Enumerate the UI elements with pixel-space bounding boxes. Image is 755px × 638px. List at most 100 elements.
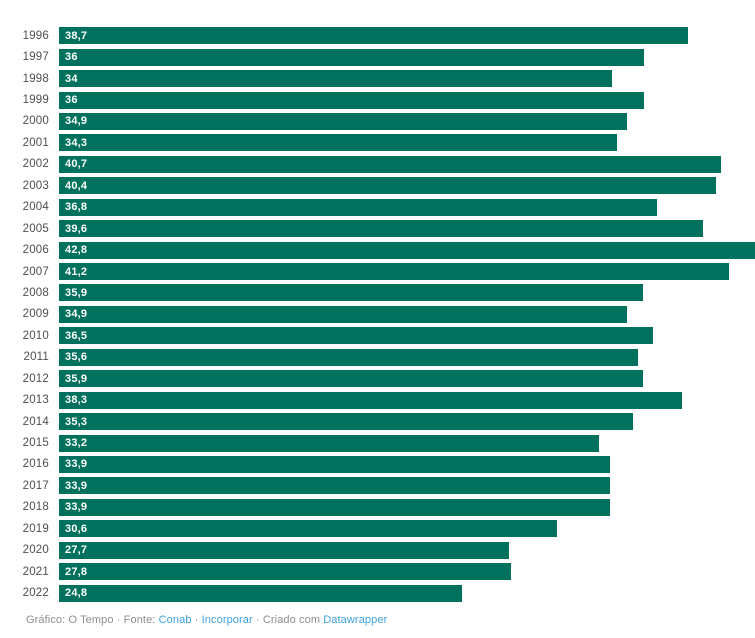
bar-row: 2007 41,2 <box>0 261 755 282</box>
bar-row: 2016 33,9 <box>0 454 755 475</box>
credit-text: Gráfico: O Tempo · Fonte: <box>26 614 159 626</box>
bar-track: 34,9 <box>59 112 755 130</box>
bar-value-label: 34,3 <box>65 136 88 149</box>
bar[interactable]: 36,8 <box>59 198 658 216</box>
bar-track: 33,9 <box>59 477 755 495</box>
bar[interactable]: 34,9 <box>59 112 627 130</box>
bar-value-label: 36 <box>65 94 78 107</box>
bar-track: 38,7 <box>59 27 755 45</box>
source-link-conab[interactable]: Conab <box>158 614 192 626</box>
bar[interactable]: 41,2 <box>59 263 729 281</box>
bar[interactable]: 36 <box>59 48 645 66</box>
bar[interactable]: 42,8 <box>59 241 755 259</box>
bar[interactable]: 35,9 <box>59 370 643 388</box>
bar-value-label: 33,2 <box>65 437 88 450</box>
bar-track: 40,7 <box>59 155 755 173</box>
bar-track: 42,8 <box>59 241 755 259</box>
bar-track: 36 <box>59 91 755 109</box>
bar[interactable]: 36,5 <box>59 327 653 345</box>
embed-link[interactable]: Incorporar <box>201 614 253 626</box>
bar[interactable]: 24,8 <box>59 584 463 602</box>
bar-track: 38,3 <box>59 391 755 409</box>
bar-value-label: 35,6 <box>65 351 88 364</box>
bar[interactable]: 36 <box>59 91 645 109</box>
year-label: 2008 <box>22 286 49 299</box>
bar-row: 2000 34,9 <box>0 111 755 132</box>
bar[interactable]: 35,9 <box>59 284 643 302</box>
year-label: 2009 <box>22 308 49 321</box>
bar-track: 35,9 <box>59 370 755 388</box>
bar[interactable]: 35,6 <box>59 348 638 366</box>
year-label: 2006 <box>22 244 49 257</box>
bar-value-label: 42,8 <box>65 244 88 257</box>
bar-track: 27,7 <box>59 541 755 559</box>
bar-value-label: 34 <box>65 72 78 85</box>
bar-value-label: 38,7 <box>65 29 88 42</box>
year-label: 2015 <box>22 437 49 450</box>
bar-row: 1997 36 <box>0 46 755 67</box>
bar-value-label: 33,9 <box>65 479 88 492</box>
year-label: 2010 <box>22 329 49 342</box>
bar[interactable]: 27,7 <box>59 541 510 559</box>
year-label: 2022 <box>22 587 49 600</box>
bar-track: 33,9 <box>59 498 755 516</box>
bar-track: 34,3 <box>59 134 755 152</box>
bar-value-label: 36,8 <box>65 201 88 214</box>
bar[interactable]: 40,7 <box>59 155 721 173</box>
bar-value-label: 35,3 <box>65 415 88 428</box>
bar-row: 2014 35,3 <box>0 411 755 432</box>
bar-row: 2002 40,7 <box>0 154 755 175</box>
bar[interactable]: 38,7 <box>59 27 689 45</box>
bar[interactable]: 33,2 <box>59 434 599 452</box>
bar-value-label: 34,9 <box>65 115 88 128</box>
bar-track: 39,6 <box>59 220 755 238</box>
bar-row: 2006 42,8 <box>0 239 755 260</box>
bar-track: 35,3 <box>59 413 755 431</box>
year-label: 2011 <box>23 351 49 364</box>
bar-track: 35,9 <box>59 284 755 302</box>
bar-value-label: 27,7 <box>65 544 88 557</box>
bar-value-label: 30,6 <box>65 522 88 535</box>
bar-value-label: 35,9 <box>65 286 88 299</box>
bar[interactable]: 39,6 <box>59 220 703 238</box>
bar-row: 2011 35,6 <box>0 347 755 368</box>
bar[interactable]: 34,3 <box>59 134 617 152</box>
bar-track: 36 <box>59 48 755 66</box>
chart-footer: Gráfico: O Tempo · Fonte: Conab · Incorp… <box>26 614 387 626</box>
bar-row: 1996 38,7 <box>0 25 755 46</box>
datawrapper-link[interactable]: Datawrapper <box>323 614 388 626</box>
bar-track: 24,8 <box>59 584 755 602</box>
bar-value-label: 36 <box>65 51 78 64</box>
year-label: 2019 <box>22 522 49 535</box>
bar-value-label: 24,8 <box>65 587 88 600</box>
bar[interactable]: 35,3 <box>59 413 634 431</box>
year-label: 2016 <box>22 458 49 471</box>
bar-track: 36,8 <box>59 198 755 216</box>
separator-text: · <box>191 614 202 626</box>
created-with-text: · Criado com <box>252 614 324 626</box>
year-label: 2004 <box>22 201 49 214</box>
bar-track: 33,9 <box>59 455 755 473</box>
bar[interactable]: 40,4 <box>59 177 716 195</box>
year-label: 2018 <box>22 501 49 514</box>
bar-value-label: 33,9 <box>65 458 88 471</box>
bar-track: 34,9 <box>59 305 755 323</box>
year-label: 2020 <box>22 544 49 557</box>
bar-value-label: 41,2 <box>65 265 88 278</box>
bar-track: 34 <box>59 70 755 88</box>
bar[interactable]: 27,8 <box>59 563 512 581</box>
bar-row: 1999 36 <box>0 89 755 110</box>
bar-value-label: 27,8 <box>65 565 88 578</box>
bar-row: 2005 39,6 <box>0 218 755 239</box>
bar-track: 36,5 <box>59 327 755 345</box>
bar[interactable]: 34,9 <box>59 305 627 323</box>
bar[interactable]: 38,3 <box>59 391 682 409</box>
bar-row: 2012 35,9 <box>0 368 755 389</box>
bar[interactable]: 33,9 <box>59 498 611 516</box>
bar[interactable]: 34 <box>59 70 612 88</box>
year-label: 2014 <box>22 415 49 428</box>
bar-value-label: 36,5 <box>65 329 88 342</box>
bar[interactable]: 33,9 <box>59 477 611 495</box>
bar[interactable]: 33,9 <box>59 455 611 473</box>
bar[interactable]: 30,6 <box>59 520 557 538</box>
